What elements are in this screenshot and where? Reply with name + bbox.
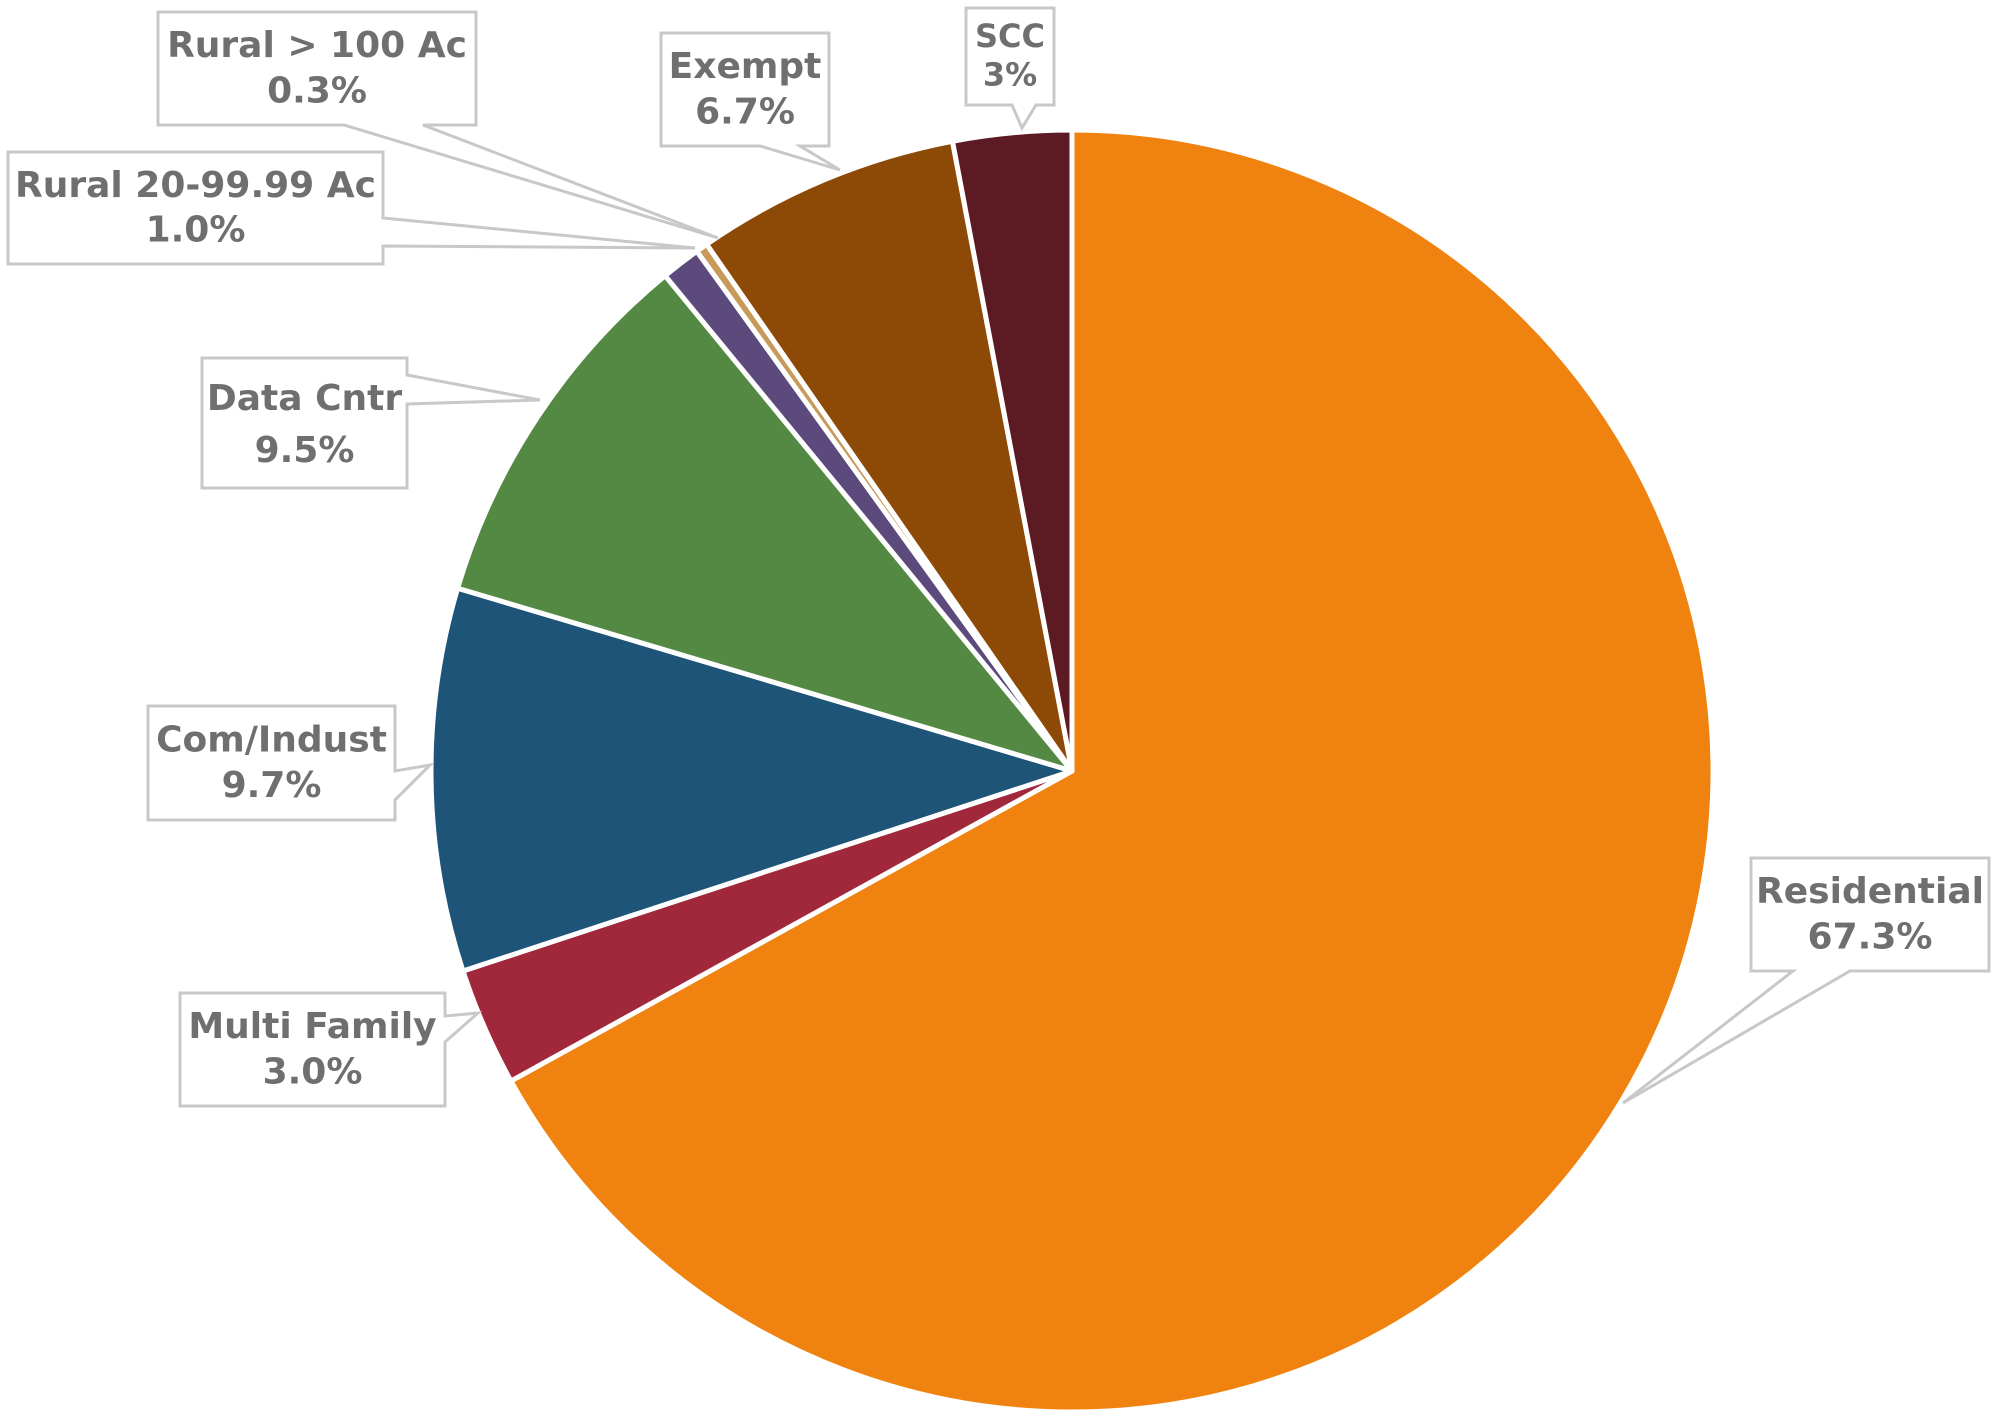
callout-rural-20-99-99-ac: Rural 20-99.99 Ac1.0% — [6, 150, 696, 266]
slice-scc — [949, 127, 1075, 774]
pie-slices — [428, 127, 1716, 1415]
callout-box — [6, 150, 696, 266]
slice-data-cntr — [455, 273, 1075, 774]
callout-value: 3% — [983, 56, 1037, 94]
callout-box — [178, 991, 483, 1108]
callout-label: Com/Indust — [156, 720, 387, 761]
callout-label: Multi Family — [188, 1006, 436, 1047]
callout-box — [200, 356, 541, 490]
callout-rural-100-ac: Rural > 100 Ac0.3% — [156, 10, 719, 240]
callout-box — [156, 10, 719, 240]
callout-label: Residential — [1756, 871, 1984, 912]
callout-value: 6.7% — [695, 91, 795, 132]
callout-label: Rural 20-99.99 Ac — [15, 165, 376, 206]
callout-value: 0.3% — [267, 70, 367, 111]
callout-box — [659, 31, 841, 172]
callout-value: 9.5% — [255, 430, 355, 471]
callout-value: 3.0% — [263, 1051, 363, 1092]
callout-label: Data Cntr — [207, 378, 402, 419]
callout-box — [1622, 856, 1991, 1105]
callout-box — [964, 6, 1056, 132]
callout-label: Exempt — [669, 46, 822, 87]
callout-data-cntr: Data Cntr 9.5% — [200, 356, 541, 490]
callout-label: SCC — [975, 17, 1045, 55]
slice-com-indust — [428, 585, 1075, 974]
callout-value: 9.7% — [222, 765, 322, 806]
slice-residential — [508, 127, 1716, 1415]
callout-label: Rural > 100 Ac — [167, 25, 467, 66]
callout-value: 1.0% — [146, 210, 246, 251]
callout-value: 67.3% — [1808, 916, 1933, 957]
callout-box — [146, 704, 435, 822]
